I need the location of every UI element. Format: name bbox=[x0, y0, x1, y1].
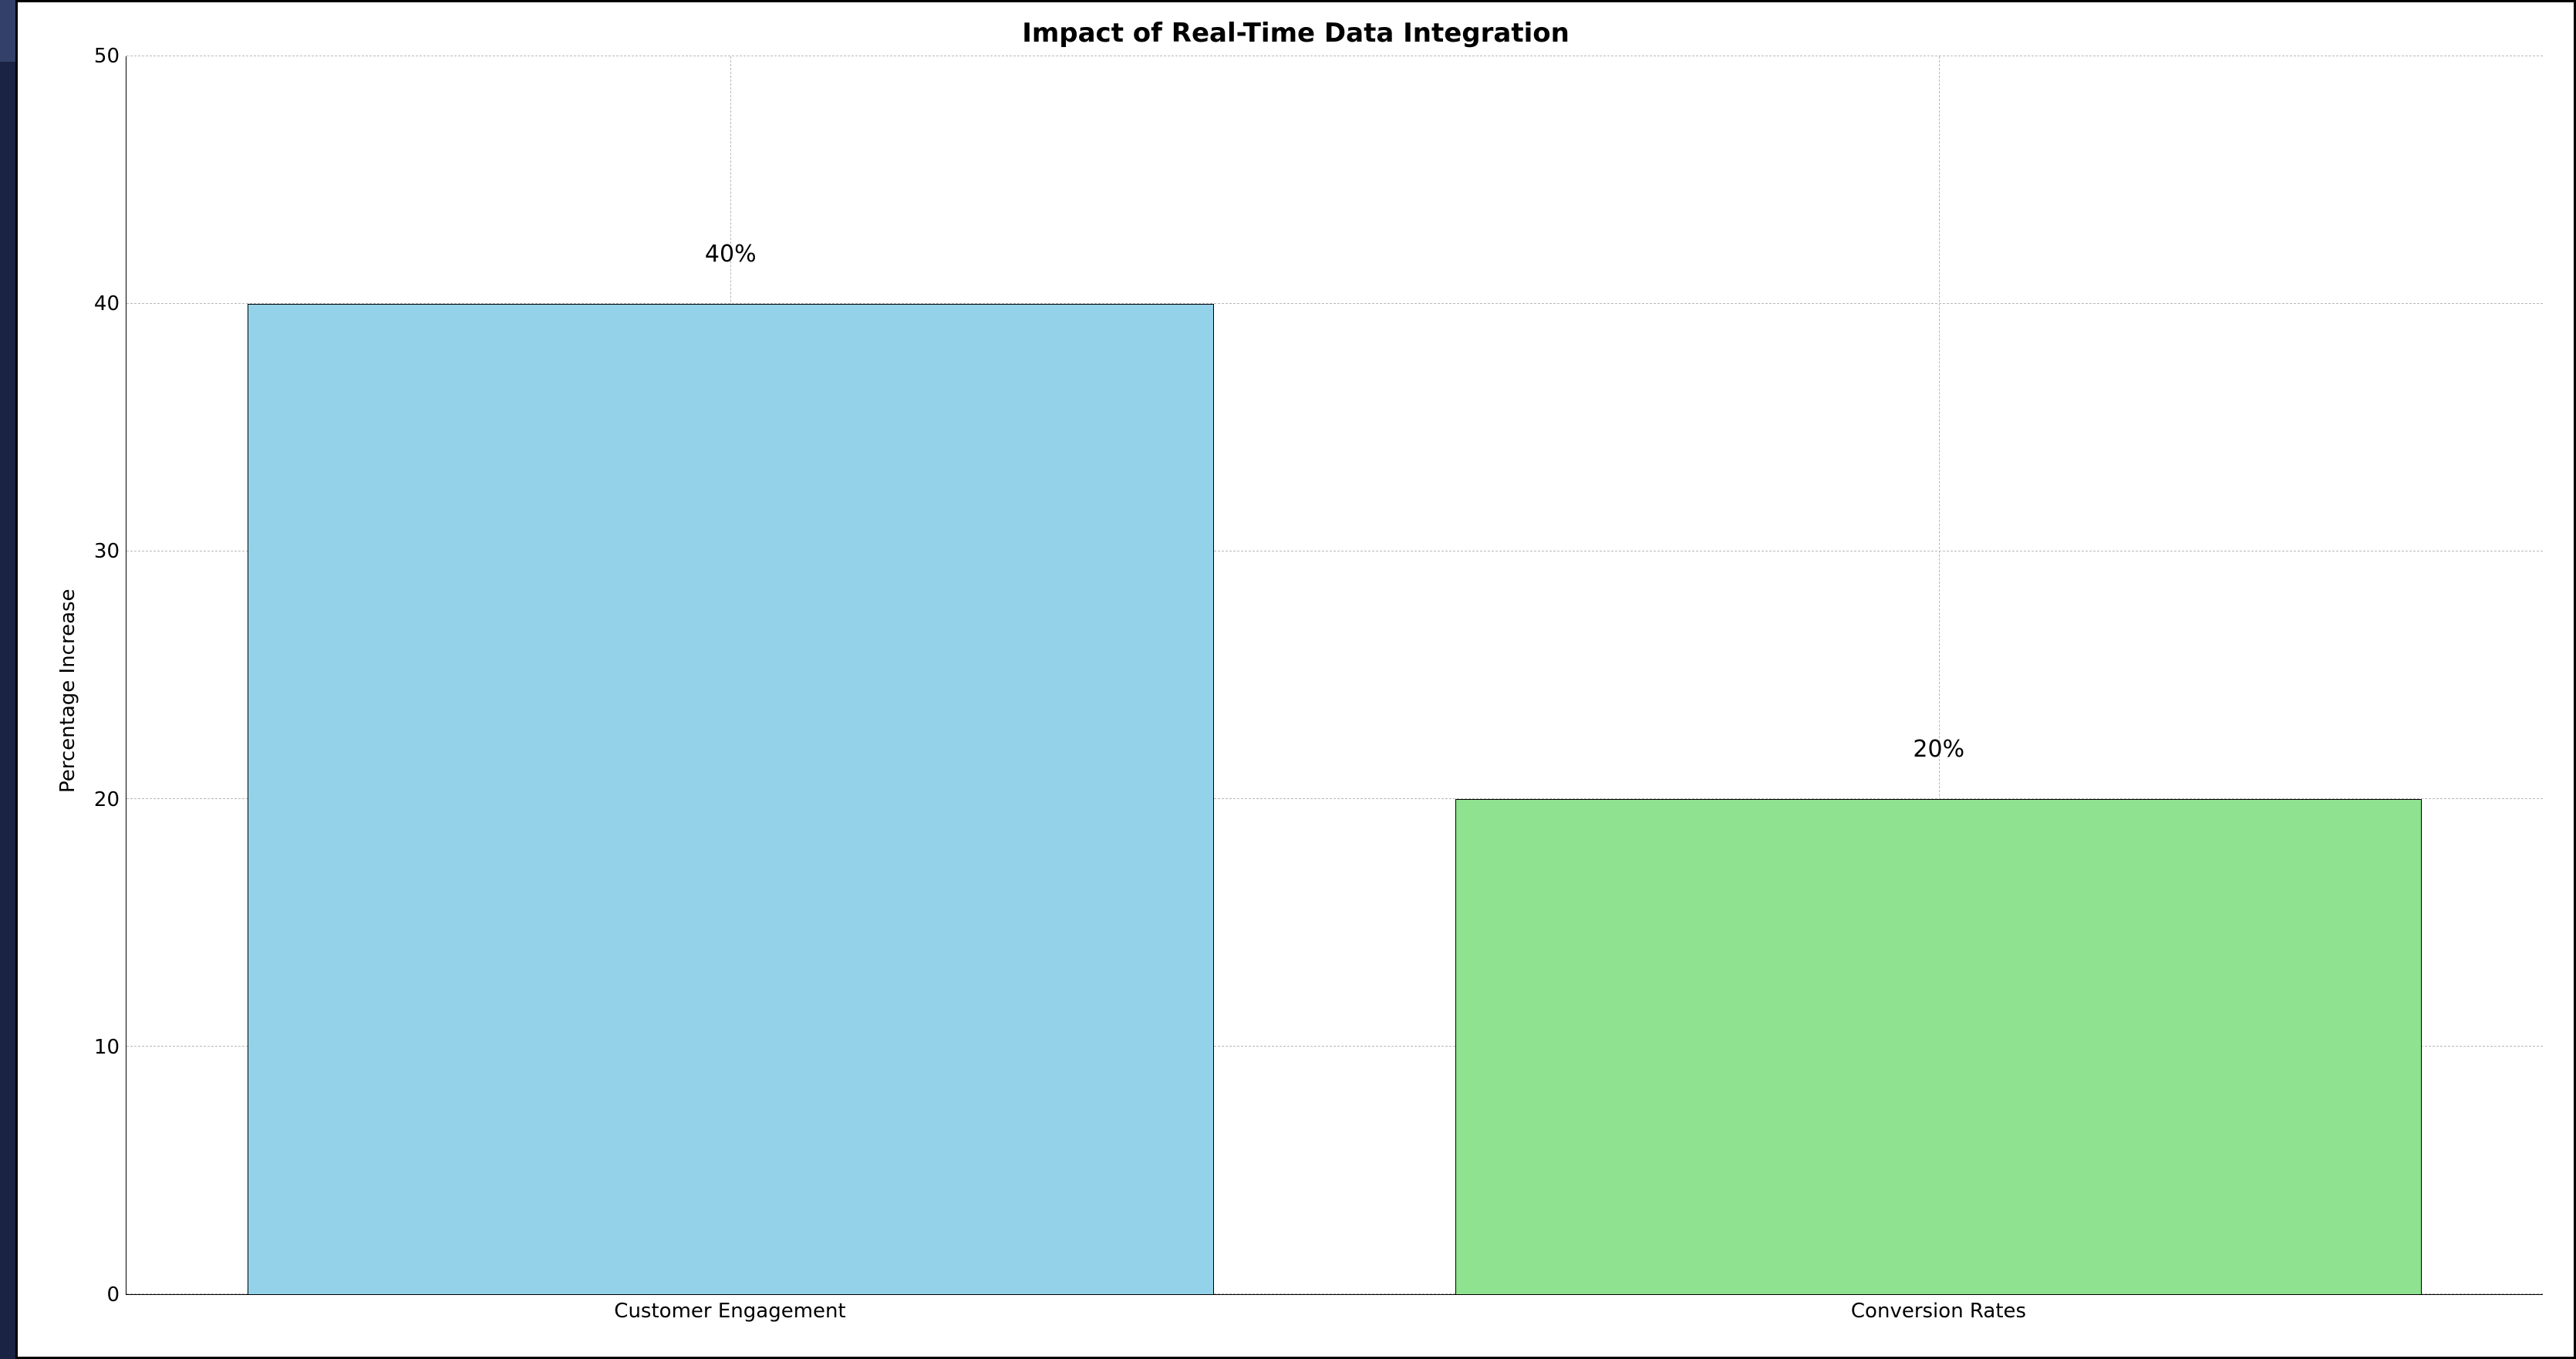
y-axis-ticks: 01020304050 bbox=[79, 56, 126, 1295]
chart-body: Percentage Increase 01020304050 40%20% C… bbox=[49, 56, 2543, 1326]
bar-value-label: 20% bbox=[1913, 736, 1964, 767]
left-stripe-top bbox=[0, 0, 15, 62]
y-axis-label: Percentage Increase bbox=[49, 56, 79, 1326]
x-tick-label: Conversion Rates bbox=[1851, 1300, 2026, 1323]
y-tick-label: 20 bbox=[94, 788, 120, 811]
chart-container: Impact of Real-Time Data Integration Per… bbox=[15, 0, 2576, 1359]
bar-conversion-rates bbox=[1455, 799, 2422, 1294]
left-accent-stripe bbox=[0, 0, 15, 1359]
chart-title: Impact of Real-Time Data Integration bbox=[49, 18, 2543, 49]
y-tick-label: 40 bbox=[94, 292, 120, 315]
plot-column: 40% 20% Customer Engagement Conversion Rat… bbox=[126, 56, 2543, 1326]
bar-value-label: 40% bbox=[705, 241, 757, 272]
y-tick-label: 50 bbox=[94, 45, 120, 68]
y-tick-label: 10 bbox=[94, 1036, 120, 1059]
bar-customer-engagement bbox=[248, 304, 1214, 1294]
left-stripe-bottom bbox=[0, 62, 15, 1359]
x-axis-ticks: Customer Engagement Conversion Rates bbox=[126, 1295, 2543, 1326]
y-tick-label: 0 bbox=[106, 1283, 120, 1307]
plot-area: 40% 20% bbox=[126, 56, 2543, 1295]
y-tick-label: 30 bbox=[94, 540, 120, 563]
x-tick-label: Customer Engagement bbox=[614, 1300, 845, 1323]
